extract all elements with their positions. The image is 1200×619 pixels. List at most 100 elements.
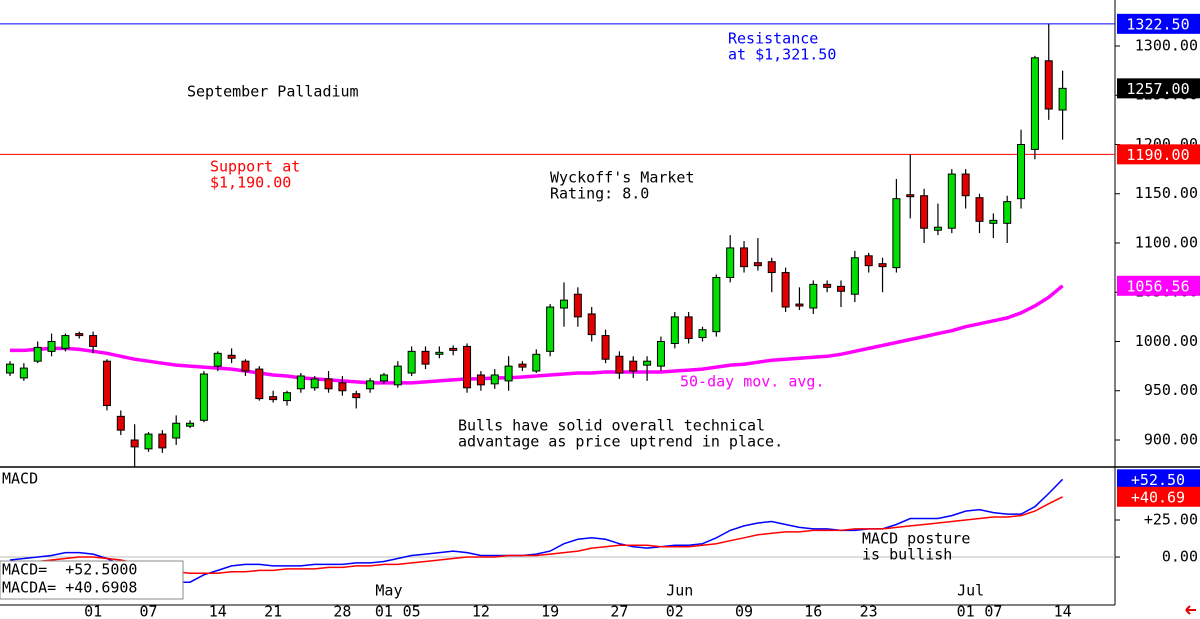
x-tick-label: 27 xyxy=(610,603,628,619)
x-tick-label: 01 xyxy=(957,603,975,619)
candle-body xyxy=(379,374,388,382)
price-label-box xyxy=(1117,469,1200,490)
y-tick-label: 0.00 xyxy=(1162,548,1198,566)
candle-body xyxy=(1058,87,1067,111)
candle-body xyxy=(144,433,153,450)
candle-body xyxy=(324,378,333,390)
x-tick-label: 12 xyxy=(472,603,490,619)
candle-body xyxy=(463,345,472,389)
annotation: advantage as price uptrend in place. xyxy=(458,433,783,451)
candle-body xyxy=(504,365,513,382)
price-label: 1056.56 xyxy=(1126,277,1189,295)
candle-body xyxy=(47,340,56,352)
y-tick-label: 1000.00 xyxy=(1135,332,1198,350)
annotation: Rating: 8.0 xyxy=(550,185,649,203)
candle-body xyxy=(684,316,693,340)
candle-body xyxy=(532,353,541,372)
line-series xyxy=(9,496,1063,575)
candle-body xyxy=(33,346,42,362)
y-tick-label: 1100.00 xyxy=(1135,233,1198,251)
candle-body xyxy=(102,360,111,407)
candle-body xyxy=(227,354,236,359)
x-tick-label: 05 xyxy=(403,603,421,619)
level-note: Resistance xyxy=(728,30,818,48)
x-tick-label: 09 xyxy=(735,603,753,619)
candle-body xyxy=(6,363,14,374)
candle-body xyxy=(864,255,873,267)
candle-body xyxy=(975,197,984,222)
candle-body xyxy=(75,333,84,337)
month-label: May xyxy=(375,582,402,600)
annotation: MACD posture xyxy=(862,530,970,548)
candle-body xyxy=(601,335,610,360)
line-series xyxy=(9,478,1064,583)
candle-body xyxy=(130,439,139,448)
y-tick-label: 1300.00 xyxy=(1135,36,1198,54)
candle-body xyxy=(1044,60,1053,110)
candle-body xyxy=(712,276,721,333)
price-label: 1322.50 xyxy=(1126,15,1189,33)
price-label: +52.50 xyxy=(1131,471,1185,489)
annotation: is bullish xyxy=(862,546,952,564)
scroll-arrow xyxy=(1185,605,1196,615)
annotation: Bulls have solid overall technical xyxy=(458,417,765,435)
readout-box xyxy=(0,560,184,600)
candle-body xyxy=(767,261,776,274)
month-label: Jun xyxy=(666,582,693,600)
x-tick-label: 23 xyxy=(860,603,878,619)
candle-body xyxy=(476,374,485,386)
candle-body xyxy=(435,351,444,355)
candle-body xyxy=(255,368,264,400)
candle-body xyxy=(172,422,181,439)
candle-body xyxy=(269,396,278,401)
candle-body xyxy=(587,313,596,336)
candle-body xyxy=(199,373,208,421)
candle-body xyxy=(352,393,361,399)
candle-body xyxy=(615,355,624,374)
candle-body xyxy=(296,375,305,390)
candle-body xyxy=(989,219,998,224)
candle-body xyxy=(186,422,195,427)
candle-body xyxy=(892,198,901,269)
chart-title: September Palladium xyxy=(187,83,359,101)
candle-body xyxy=(740,247,749,268)
candle-body xyxy=(837,285,845,292)
candle-body xyxy=(795,303,804,307)
candle-body xyxy=(449,347,458,351)
candle-body xyxy=(726,247,735,278)
candle-body xyxy=(1017,143,1026,200)
candle-body xyxy=(947,173,956,229)
candle-body xyxy=(1003,201,1012,224)
candle-body xyxy=(753,262,762,267)
candle-body xyxy=(61,335,70,349)
candle-body xyxy=(643,360,652,366)
candle-body xyxy=(213,352,222,367)
candle-body xyxy=(781,272,790,308)
candle-body xyxy=(961,173,970,197)
x-tick-label: 07 xyxy=(139,603,157,619)
candle-body xyxy=(629,360,638,372)
candle-body xyxy=(19,367,28,379)
candle-body xyxy=(116,415,125,431)
candle-body xyxy=(89,335,98,347)
price-label-box xyxy=(1117,13,1200,34)
price-label: 1190.00 xyxy=(1126,146,1189,164)
candle-body xyxy=(338,382,347,392)
y-tick-label: +25.00 xyxy=(1144,511,1198,529)
candle-body xyxy=(546,306,555,352)
x-tick-label: 14 xyxy=(209,603,227,619)
candle-body xyxy=(920,195,929,229)
price-label: +40.69 xyxy=(1131,488,1185,506)
price-label-box xyxy=(1117,78,1200,99)
candle-body xyxy=(241,360,250,372)
candle-body xyxy=(366,380,375,390)
candle-body xyxy=(490,374,499,385)
candle-body xyxy=(850,257,859,295)
candle-body xyxy=(393,365,402,386)
price-label-box xyxy=(1117,275,1200,296)
candle-body xyxy=(158,433,167,449)
readout: MACDA= +40.6908 xyxy=(2,579,137,597)
